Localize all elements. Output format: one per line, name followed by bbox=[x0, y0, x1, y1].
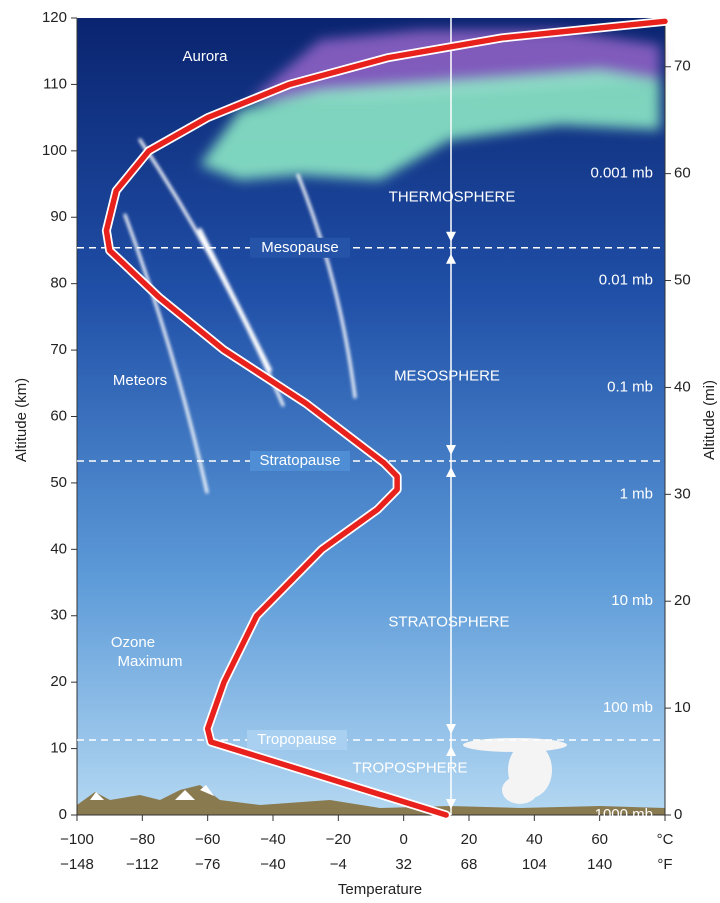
y-tick-label: 100 bbox=[42, 142, 67, 159]
y-tick-label: 40 bbox=[50, 540, 67, 557]
x-axis-title: Temperature bbox=[338, 881, 422, 898]
y-tick-label: 50 bbox=[50, 474, 67, 491]
layer-label: MESOSPHERE bbox=[394, 368, 500, 385]
layer-label: THERMOSPHERE bbox=[389, 188, 516, 205]
pressure-label: 0.001 mb bbox=[590, 165, 653, 182]
annotation: Meteors bbox=[113, 372, 167, 389]
boundary-label: Stratopause bbox=[260, 452, 341, 469]
f-tick-label: 32 bbox=[395, 856, 412, 873]
x-tick-label: −40 bbox=[260, 831, 285, 848]
boundary-label: Tropopause bbox=[257, 731, 337, 748]
y2-tick-label: 0 bbox=[674, 806, 682, 823]
y-tick-label: 20 bbox=[50, 673, 67, 690]
f-tick-label: −148 bbox=[60, 856, 94, 873]
snow bbox=[90, 785, 214, 800]
x-tick-label: 40 bbox=[526, 831, 543, 848]
layer-label: STRATOSPHERE bbox=[388, 613, 509, 630]
x-tick-label: 20 bbox=[461, 831, 478, 848]
mountains bbox=[77, 785, 665, 815]
meteors bbox=[123, 138, 357, 494]
y2-tick-label: 20 bbox=[674, 592, 691, 609]
y2-tick-label: 40 bbox=[674, 378, 691, 395]
arrow-head bbox=[446, 723, 456, 734]
pressure-label: 0.1 mb bbox=[607, 378, 653, 395]
pressure-label: 100 mb bbox=[603, 699, 653, 716]
arrow-head bbox=[446, 231, 456, 242]
f-tick-label: −76 bbox=[195, 856, 220, 873]
y2-tick-label: 50 bbox=[674, 271, 691, 288]
boundary-label: Mesopause bbox=[261, 239, 339, 256]
annotation: Aurora bbox=[182, 48, 228, 65]
pressure-label: 10 mb bbox=[611, 592, 653, 609]
y-tick-label: 70 bbox=[50, 341, 67, 358]
arrow-head bbox=[446, 444, 456, 455]
arrow-head bbox=[446, 799, 456, 809]
f-tick-label: 104 bbox=[522, 856, 547, 873]
x-tick-label: −100 bbox=[60, 831, 94, 848]
y-tick-label: 120 bbox=[42, 9, 67, 26]
cloud bbox=[463, 738, 567, 804]
x-tick-label: °C bbox=[657, 831, 674, 848]
pressure-label: 1000 mb bbox=[595, 806, 653, 823]
f-tick-label: −4 bbox=[330, 856, 347, 873]
y-axis-title: Altitude (km) bbox=[13, 378, 30, 462]
y2-tick-label: 10 bbox=[674, 699, 691, 716]
pressure-label: 0.01 mb bbox=[599, 271, 653, 288]
y-tick-label: 10 bbox=[50, 740, 67, 757]
x-tick-label: −80 bbox=[130, 831, 155, 848]
boundary-label-bg bbox=[247, 729, 347, 750]
f-tick-label: 140 bbox=[587, 856, 612, 873]
f-tick-label: °F bbox=[657, 856, 672, 873]
arrow-head bbox=[446, 253, 456, 264]
y2-axis-title: Altitude (mi) bbox=[701, 380, 718, 460]
arrow-head bbox=[446, 745, 456, 756]
annotation: Ozone bbox=[111, 634, 155, 651]
y-tick-label: 60 bbox=[50, 407, 67, 424]
arrow-head bbox=[446, 466, 456, 477]
y2-tick-label: 70 bbox=[674, 58, 691, 75]
y2-tick-label: 60 bbox=[674, 165, 691, 182]
y-tick-label: 30 bbox=[50, 607, 67, 624]
pressure-label: 1 mb bbox=[620, 485, 653, 502]
y-tick-label: 110 bbox=[43, 75, 67, 92]
boundary-label-bg bbox=[250, 237, 350, 258]
y-tick-label: 0 bbox=[59, 806, 67, 823]
x-tick-label: 60 bbox=[591, 831, 608, 848]
y-tick-label: 90 bbox=[50, 208, 67, 225]
aurora bbox=[200, 30, 660, 180]
f-tick-label: −112 bbox=[126, 856, 159, 873]
x-tick-label: −60 bbox=[195, 831, 220, 848]
layer-label: TROPOSPHERE bbox=[352, 759, 467, 776]
temperature-curve bbox=[103, 18, 668, 818]
y-tick-label: 80 bbox=[50, 275, 67, 292]
f-tick-label: 68 bbox=[461, 856, 478, 873]
boundary-label-bg bbox=[250, 450, 350, 471]
f-tick-label: −40 bbox=[260, 856, 285, 873]
y2-tick-label: 30 bbox=[674, 485, 691, 502]
x-tick-label: −20 bbox=[326, 831, 351, 848]
annotation: Maximum bbox=[117, 653, 182, 670]
x-tick-label: 0 bbox=[399, 831, 407, 848]
